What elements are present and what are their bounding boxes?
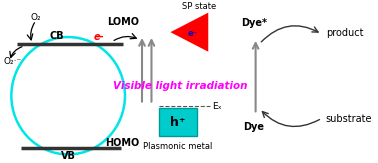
Text: Plasmonic metal: Plasmonic metal bbox=[143, 142, 213, 151]
Text: Visible light irradiation: Visible light irradiation bbox=[113, 81, 247, 91]
Text: Dye: Dye bbox=[243, 122, 264, 132]
Text: substrate: substrate bbox=[326, 114, 372, 124]
Text: Dye*: Dye* bbox=[241, 18, 267, 28]
Text: e-: e- bbox=[93, 32, 104, 42]
Text: CB: CB bbox=[50, 31, 64, 41]
Text: O₂·⁻: O₂·⁻ bbox=[4, 57, 22, 66]
Text: LOMO: LOMO bbox=[107, 17, 139, 27]
FancyBboxPatch shape bbox=[159, 108, 197, 136]
Text: O₂: O₂ bbox=[31, 13, 41, 22]
Text: h⁺: h⁺ bbox=[170, 116, 186, 129]
Text: product: product bbox=[326, 28, 363, 38]
Text: e⁻: e⁻ bbox=[188, 29, 198, 38]
Text: SP state: SP state bbox=[182, 2, 216, 11]
Text: HOMO: HOMO bbox=[105, 138, 139, 148]
Polygon shape bbox=[170, 13, 208, 52]
Text: VB: VB bbox=[61, 150, 76, 161]
Text: Eₓ: Eₓ bbox=[212, 102, 222, 111]
